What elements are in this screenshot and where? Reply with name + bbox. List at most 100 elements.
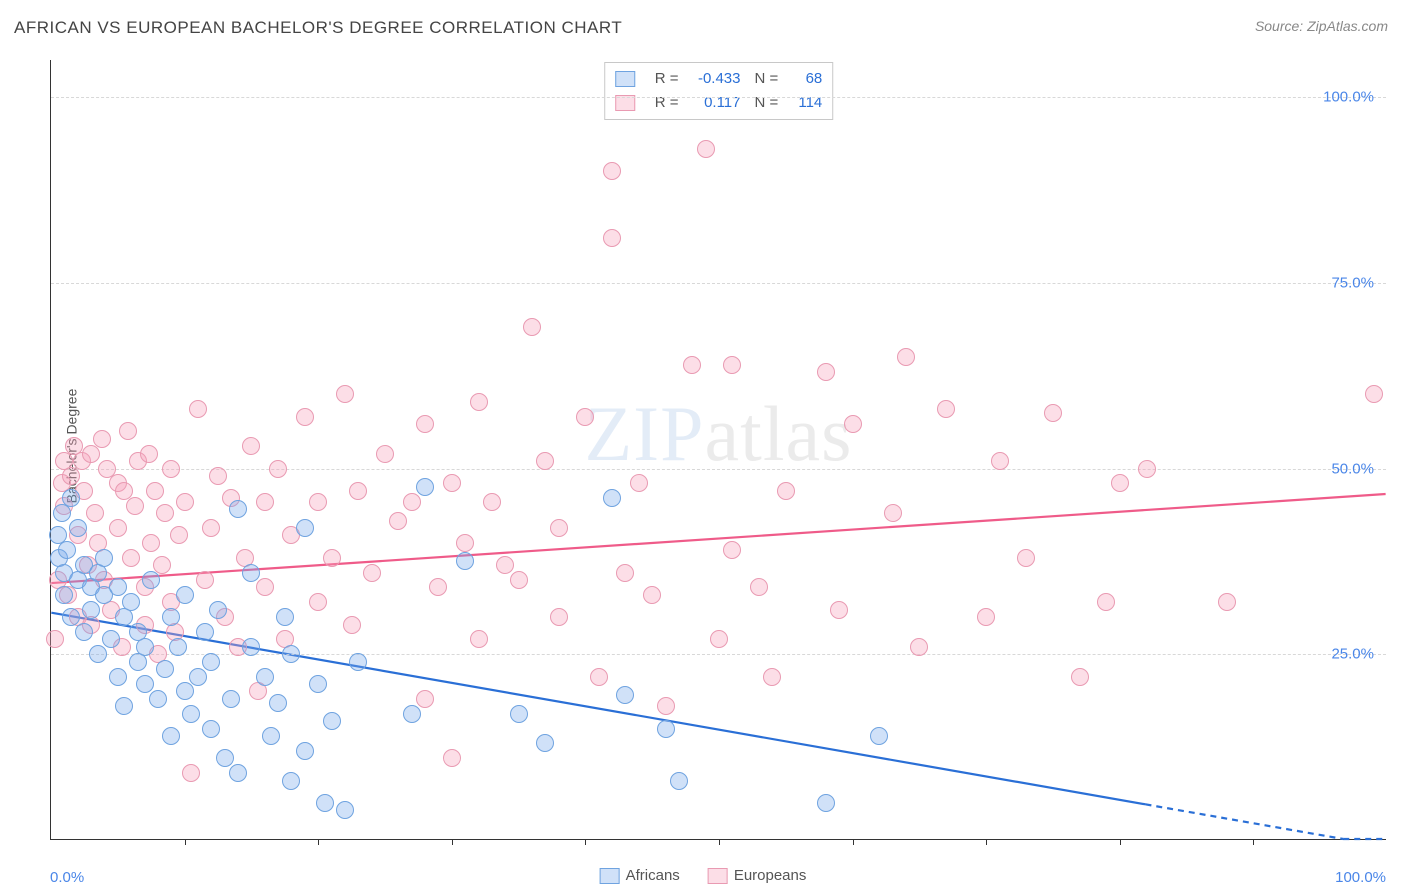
point-europeans	[119, 422, 137, 440]
point-europeans	[603, 162, 621, 180]
point-africans	[416, 478, 434, 496]
point-africans	[817, 794, 835, 812]
point-europeans	[763, 668, 781, 686]
x-min-label: 0.0%	[50, 869, 84, 886]
point-africans	[216, 749, 234, 767]
point-europeans	[884, 504, 902, 522]
point-europeans	[550, 608, 568, 626]
point-africans	[323, 712, 341, 730]
point-europeans	[977, 608, 995, 626]
point-europeans	[122, 549, 140, 567]
point-europeans	[182, 764, 200, 782]
point-europeans	[109, 519, 127, 537]
point-europeans	[710, 630, 728, 648]
point-africans	[242, 638, 260, 656]
point-africans	[536, 734, 554, 752]
point-europeans	[140, 445, 158, 463]
point-europeans	[510, 571, 528, 589]
y-tick-label: 100.0%	[1323, 89, 1374, 106]
point-europeans	[376, 445, 394, 463]
point-europeans	[844, 415, 862, 433]
point-africans	[162, 727, 180, 745]
n-value-europeans: 114	[788, 91, 822, 115]
point-africans	[870, 727, 888, 745]
point-europeans	[1071, 668, 1089, 686]
point-europeans	[1097, 593, 1115, 611]
point-europeans	[176, 493, 194, 511]
point-europeans	[209, 467, 227, 485]
point-africans	[309, 675, 327, 693]
point-africans	[176, 586, 194, 604]
point-africans	[336, 801, 354, 819]
point-europeans	[189, 400, 207, 418]
x-tick	[452, 839, 453, 845]
plot-area: ZIPatlas R = -0.433 N = 68 R = 0.117 N =…	[50, 60, 1386, 840]
gridline	[51, 283, 1386, 284]
point-europeans	[309, 493, 327, 511]
point-africans	[136, 638, 154, 656]
point-africans	[189, 668, 207, 686]
point-europeans	[723, 541, 741, 559]
point-europeans	[536, 452, 554, 470]
point-europeans	[156, 504, 174, 522]
n-label: N =	[755, 91, 779, 115]
chart-container: AFRICAN VS EUROPEAN BACHELOR'S DEGREE CO…	[0, 0, 1406, 892]
n-label: N =	[755, 67, 779, 91]
point-europeans	[62, 467, 80, 485]
point-europeans	[403, 493, 421, 511]
point-africans	[510, 705, 528, 723]
point-europeans	[643, 586, 661, 604]
point-africans	[296, 742, 314, 760]
point-europeans	[256, 493, 274, 511]
point-europeans	[416, 415, 434, 433]
point-africans	[262, 727, 280, 745]
point-europeans	[336, 385, 354, 403]
point-europeans	[343, 616, 361, 634]
point-europeans	[630, 474, 648, 492]
point-europeans	[1218, 593, 1236, 611]
point-europeans	[470, 393, 488, 411]
source-name: ZipAtlas.com	[1307, 18, 1388, 34]
point-europeans	[93, 430, 111, 448]
point-africans	[229, 764, 247, 782]
point-africans	[196, 623, 214, 641]
point-europeans	[697, 140, 715, 158]
point-europeans	[443, 749, 461, 767]
watermark: ZIPatlas	[585, 389, 853, 479]
point-europeans	[777, 482, 795, 500]
point-europeans	[363, 564, 381, 582]
point-europeans	[550, 519, 568, 537]
point-europeans	[416, 690, 434, 708]
point-africans	[296, 519, 314, 537]
point-europeans	[817, 363, 835, 381]
point-europeans	[389, 512, 407, 530]
point-africans	[616, 686, 634, 704]
r-value-africans: -0.433	[689, 67, 741, 91]
swatch-africans	[615, 71, 635, 87]
trendline	[51, 613, 1145, 805]
point-europeans	[723, 356, 741, 374]
series-legend: Africans Europeans	[600, 867, 807, 884]
x-tick	[185, 839, 186, 845]
point-europeans	[349, 482, 367, 500]
point-europeans	[1017, 549, 1035, 567]
point-africans	[169, 638, 187, 656]
point-europeans	[82, 445, 100, 463]
point-africans	[209, 601, 227, 619]
point-africans	[670, 772, 688, 790]
point-africans	[276, 608, 294, 626]
point-europeans	[991, 452, 1009, 470]
r-label: R =	[655, 67, 679, 91]
point-africans	[176, 682, 194, 700]
point-europeans	[323, 549, 341, 567]
point-africans	[316, 794, 334, 812]
point-europeans	[576, 408, 594, 426]
x-tick	[853, 839, 854, 845]
legend-label-africans: Africans	[626, 867, 680, 884]
swatch-europeans	[708, 868, 728, 884]
legend-label-europeans: Europeans	[734, 867, 807, 884]
point-europeans	[162, 460, 180, 478]
point-africans	[242, 564, 260, 582]
point-africans	[149, 690, 167, 708]
point-africans	[162, 608, 180, 626]
